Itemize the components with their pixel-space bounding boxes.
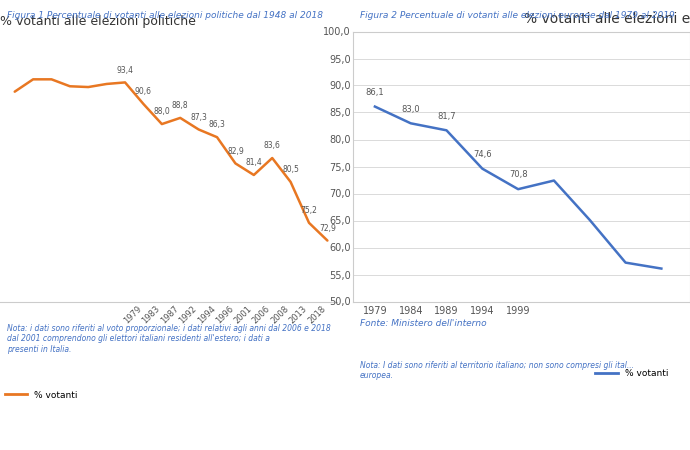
Text: Figura 2 Percentuale di votanti alle elezioni europee dal 1979 al 2019: Figura 2 Percentuale di votanti alle ele… (360, 11, 675, 20)
Text: Figura 1 Percentuale di votanti alle elezioni politiche dal 1948 al 2018: Figura 1 Percentuale di votanti alle ele… (7, 11, 323, 20)
Text: 83,0: 83,0 (402, 104, 420, 113)
Legend: % votanti: % votanti (5, 391, 78, 400)
Text: 82,9: 82,9 (227, 147, 244, 156)
Text: % votanti alle elezioni e: % votanti alle elezioni e (524, 12, 690, 26)
Legend: % votanti: % votanti (595, 369, 669, 378)
Text: Nota: i dati sono riferiti al voto proporzionale; i dati relativi agli anni dal : Nota: i dati sono riferiti al voto propo… (7, 324, 331, 354)
Text: Fonte: Ministero dell'interno: Fonte: Ministero dell'interno (360, 320, 486, 328)
Text: 70,8: 70,8 (509, 171, 527, 180)
Text: 88,0: 88,0 (153, 108, 170, 117)
Text: 81,7: 81,7 (437, 112, 456, 121)
Text: 80,5: 80,5 (282, 165, 299, 174)
Text: Nota: I dati sono riferiti al territorio italiano; non sono compresi gli ital...: Nota: I dati sono riferiti al territorio… (360, 361, 634, 380)
Text: 87,3: 87,3 (190, 113, 207, 122)
Text: % votanti alle elezioni politiche: % votanti alle elezioni politiche (0, 14, 196, 27)
Text: 72,9: 72,9 (319, 224, 336, 233)
Text: 81,4: 81,4 (246, 158, 262, 167)
Text: 86,3: 86,3 (208, 121, 226, 130)
Text: 86,1: 86,1 (366, 88, 384, 97)
Text: 90,6: 90,6 (135, 87, 152, 96)
Text: 93,4: 93,4 (117, 66, 134, 75)
Text: 74,6: 74,6 (473, 150, 492, 159)
Text: 83,6: 83,6 (264, 141, 281, 150)
Text: 88,8: 88,8 (172, 101, 188, 110)
Text: 75,2: 75,2 (301, 206, 317, 215)
